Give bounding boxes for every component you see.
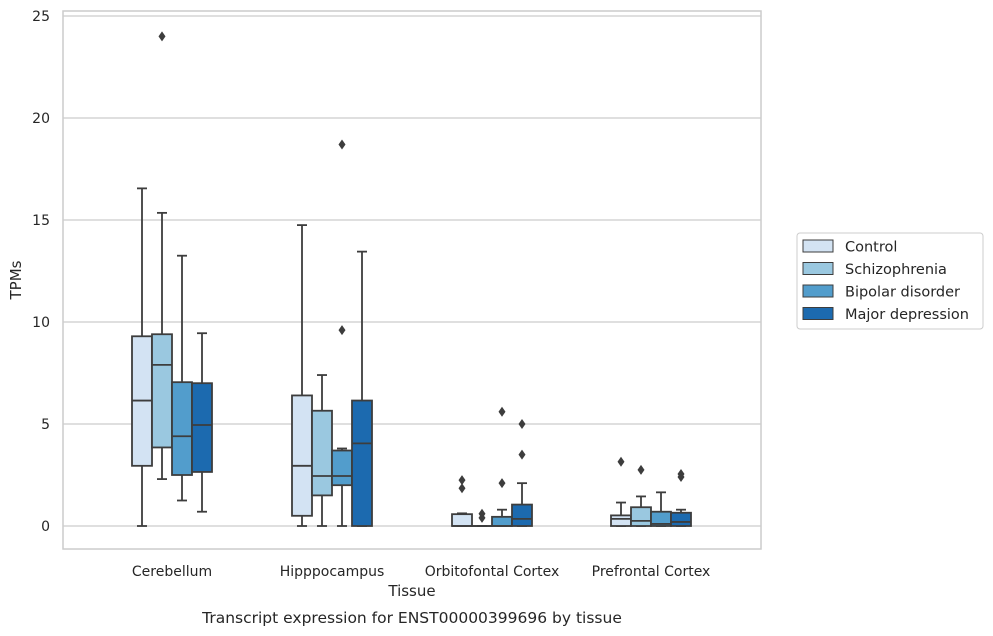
legend-swatch [802,307,834,320]
box-body [451,513,473,527]
y-tick-labels: 0 5 10 15 20 25 [32,9,50,535]
box-group [491,406,513,527]
box-body [670,511,692,527]
y-tick-label: 5 [41,417,50,433]
legend: Control Schizophrenia Bipolar disorder Majo… [796,232,984,330]
legend-label: Control [845,240,897,256]
outlier-marker [637,464,645,475]
outlier-marker [617,456,625,467]
y-tick-label: 10 [32,315,50,331]
y-tick-label: 15 [32,213,50,229]
legend-swatch [802,262,834,275]
box-group [171,254,193,502]
outlier-marker [518,449,526,460]
legend-swatch [802,284,834,298]
y-tick-label: 25 [32,9,50,25]
outlier-marker [458,475,466,486]
box-group [670,468,692,527]
legend-frame [796,232,984,330]
outlier-marker [158,31,166,42]
x-tick-label: Prefrontal Cortex [592,564,711,580]
outlier-marker [498,478,506,489]
box-group [511,419,533,527]
box-group [610,456,632,527]
box-group [351,250,373,527]
outlier-marker [478,508,486,519]
x-tick-label: Hipppocampus [280,564,385,580]
box-group [471,508,493,527]
legend-swatch [802,239,834,253]
box-body [610,514,632,527]
outlier-marker [338,139,346,150]
x-tick-labels: Cerebellum Hipppocampus Orbitofontal Corte… [132,564,710,580]
box-group [131,187,153,527]
outlier-marker [498,406,506,417]
x-tick-label: Cerebellum [132,564,212,580]
box-body [331,449,353,487]
box-body [311,409,333,497]
x-axis-label: Tissue [387,582,435,600]
box-body [151,333,173,449]
box-body [191,382,213,473]
box-group [311,374,333,527]
box-body [291,394,313,517]
y-tick-label: 0 [41,519,50,535]
plot-frame [62,10,762,550]
box-group [630,464,652,527]
legend-label: Schizophrenia [845,262,947,278]
legend-label: Major depression [845,307,969,323]
box-body [171,381,193,476]
grid-lines [63,15,761,527]
box-marks [131,31,692,527]
box-body [491,515,513,527]
box-group [291,224,313,527]
outlier-marker [338,325,346,336]
box-group [331,139,353,527]
outlier-marker [518,419,526,429]
box-group [191,332,213,513]
x-tick-label: Orbitofontal Cortex [425,564,560,580]
y-axis-label: TPMs [7,260,25,300]
box-body [630,506,652,527]
y-tick-label: 20 [32,111,50,127]
legend-label: Bipolar disorder [845,285,960,301]
box-body [351,399,373,527]
outlier-marker [677,468,685,479]
outlier-marker [458,483,466,494]
box-group [451,475,473,527]
box-group [650,491,672,527]
chart-caption: Transcript expression for ENST0000039969… [201,609,622,627]
box-group [151,31,173,480]
box-body [511,503,533,527]
